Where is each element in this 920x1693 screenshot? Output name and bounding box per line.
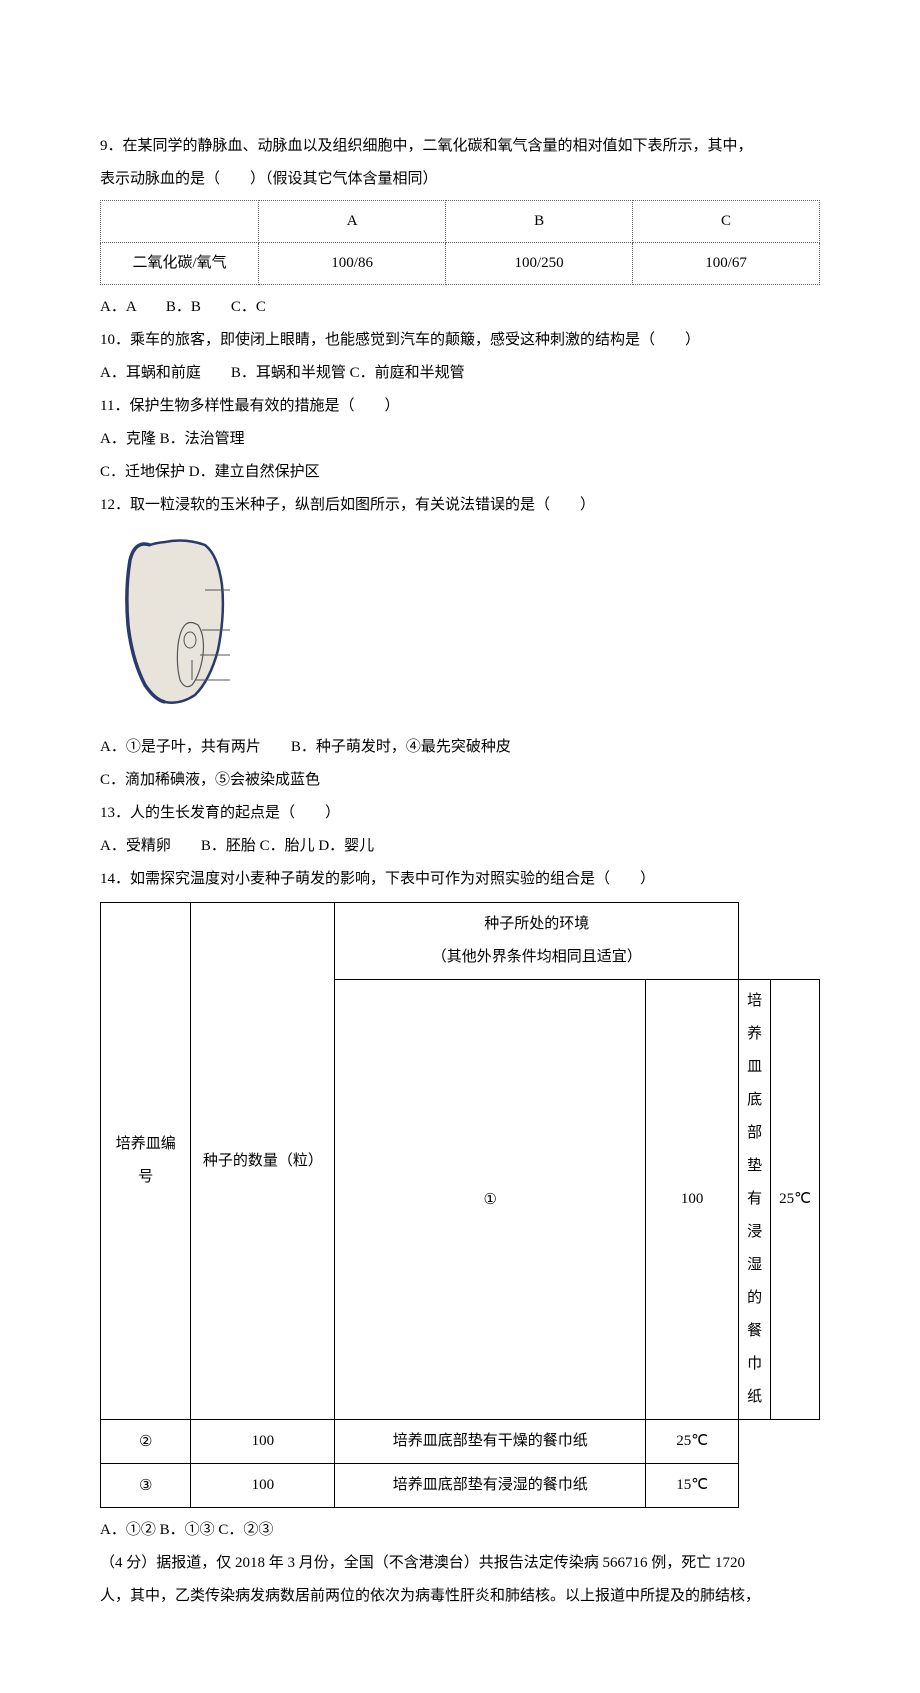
question-11: 11．保护生物多样性最有效的措施是（ ） A．克隆 B．法治管理 C．迁地保护 … xyxy=(100,390,820,489)
q9-header-blank xyxy=(101,201,259,243)
q12-options-a: A．①是子叶，共有两片 B．种子萌发时，④最先突破种皮 xyxy=(100,731,820,764)
q14-row3-env: 培养皿底部垫有浸湿的餐巾纸 xyxy=(335,1464,646,1508)
q14-row3-count: 100 xyxy=(191,1464,335,1508)
question-12: 12．取一粒浸软的玉米种子，纵剖后如图所示，有关说法错误的是（ ） A．①是子叶… xyxy=(100,489,820,797)
table-row: 二氧化碳/氧气 100/86 100/250 100/67 xyxy=(101,243,820,285)
q14-table: 培养皿编号 种子的数量（粒） 种子所处的环境 （其他外界条件均相同且适宜） ① … xyxy=(100,902,820,1508)
passage-disease-report: （4 分）据报道，仅 2018 年 3 月份，全国（不含港澳台）共报告法定传染病… xyxy=(100,1547,820,1613)
q9-value-c: 100/67 xyxy=(633,243,820,285)
question-14: 14．如需探究温度对小麦种子萌发的影响，下表中可作为对照实验的组合是（ ） 培养… xyxy=(100,863,820,1547)
q14-header-env-sub: （其他外界条件均相同且适宜） xyxy=(432,949,642,965)
q11-options-b: C．迁地保护 D．建立自然保护区 xyxy=(100,456,820,489)
q14-row2-temp: 25℃ xyxy=(646,1420,739,1464)
q9-value-a: 100/86 xyxy=(259,243,446,285)
q9-table: A B C 二氧化碳/氧气 100/86 100/250 100/67 xyxy=(100,200,820,285)
q14-row1-env: 培养皿底部垫有浸湿的餐巾纸 xyxy=(739,980,771,1420)
q11-stem: 11．保护生物多样性最有效的措施是（ ） xyxy=(100,390,820,423)
table-row: 培养皿编号 种子的数量（粒） 种子所处的环境 （其他外界条件均相同且适宜） xyxy=(101,903,820,980)
q11-options-a: A．克隆 B．法治管理 xyxy=(100,423,820,456)
q14-row3-temp: 15℃ xyxy=(646,1464,739,1508)
table-row: ② 100 培养皿底部垫有干燥的餐巾纸 25℃ xyxy=(101,1420,820,1464)
q14-header-env-main: 种子所处的环境 xyxy=(484,916,589,932)
q13-stem: 13．人的生长发育的起点是（ ） xyxy=(100,797,820,830)
passage-line-1: （4 分）据报道，仅 2018 年 3 月份，全国（不含港澳台）共报告法定传染病… xyxy=(100,1547,820,1580)
corn-seed-diagram xyxy=(110,530,260,710)
q14-row3-id: ③ xyxy=(101,1464,191,1508)
q9-header-b: B xyxy=(446,201,633,243)
question-13: 13．人的生长发育的起点是（ ） A．受精卵 B．胚胎 C．胎儿 D．婴儿 xyxy=(100,797,820,863)
q14-row1-id: ① xyxy=(335,980,646,1420)
q14-options: A．①② B．①③ C．②③ xyxy=(100,1514,820,1547)
q9-stem-line-1: 9．在某同学的静脉血、动脉血以及组织细胞中，二氧化碳和氧气含量的相对值如下表所示… xyxy=(100,130,820,163)
q14-row2-id: ② xyxy=(101,1420,191,1464)
q10-stem: 10．乘车的旅客，即使闭上眼睛，也能感觉到汽车的颠簸，感受这种刺激的结构是（ ） xyxy=(100,324,820,357)
q14-header-count: 种子的数量（粒） xyxy=(191,903,335,1420)
q14-row1-temp: 25℃ xyxy=(771,980,820,1420)
q9-header-a: A xyxy=(259,201,446,243)
q9-value-b: 100/250 xyxy=(446,243,633,285)
q12-stem: 12．取一粒浸软的玉米种子，纵剖后如图所示，有关说法错误的是（ ） xyxy=(100,489,820,522)
table-row: ③ 100 培养皿底部垫有浸湿的餐巾纸 15℃ xyxy=(101,1464,820,1508)
q13-options: A．受精卵 B．胚胎 C．胎儿 D．婴儿 xyxy=(100,830,820,863)
question-10: 10．乘车的旅客，即使闭上眼睛，也能感觉到汽车的颠簸，感受这种刺激的结构是（ ）… xyxy=(100,324,820,390)
q14-row1-count: 100 xyxy=(646,980,739,1420)
q12-options-b: C．滴加稀碘液，⑤会被染成蓝色 xyxy=(100,764,820,797)
q9-header-c: C xyxy=(633,201,820,243)
q9-options: A．A B．B C．C xyxy=(100,291,820,324)
q14-header-id: 培养皿编号 xyxy=(101,903,191,1420)
q14-row2-count: 100 xyxy=(191,1420,335,1464)
table-row: A B C xyxy=(101,201,820,243)
q9-row-label: 二氧化碳/氧气 xyxy=(101,243,259,285)
question-9: 9．在某同学的静脉血、动脉血以及组织细胞中，二氧化碳和氧气含量的相对值如下表所示… xyxy=(100,130,820,324)
q10-options: A．耳蜗和前庭 B．耳蜗和半规管 C．前庭和半规管 xyxy=(100,357,820,390)
q9-stem-line-2: 表示动脉血的是（ ）（假设其它气体含量相同） xyxy=(100,163,820,196)
q14-stem: 14．如需探究温度对小麦种子萌发的影响，下表中可作为对照实验的组合是（ ） xyxy=(100,863,820,896)
passage-line-2: 人，其中，乙类传染病发病数居前两位的依次为病毒性肝炎和肺结核。以上报道中所提及的… xyxy=(100,1580,820,1613)
q14-header-env: 种子所处的环境 （其他外界条件均相同且适宜） xyxy=(335,903,739,980)
q14-row2-env: 培养皿底部垫有干燥的餐巾纸 xyxy=(335,1420,646,1464)
